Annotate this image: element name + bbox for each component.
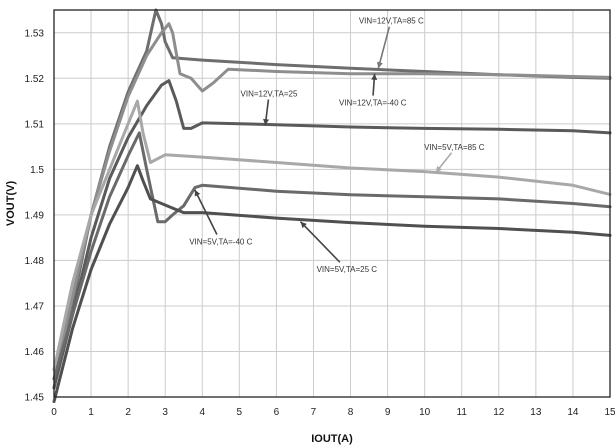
y-tick-label: 1.47 xyxy=(25,301,45,312)
y-tick-labels: 1.45 1.46 1.47 1.48 1.49 1.5 1.51 1.52 1.53 xyxy=(25,28,45,403)
y-tick-label: 1.46 xyxy=(25,347,45,358)
series-lines xyxy=(52,8,612,404)
y-tick-label: 1.49 xyxy=(25,210,45,221)
x-tick-labels: 0 1 2 3 4 5 6 7 8 9 10 11 12 13 14 15 xyxy=(51,407,615,418)
y-tick-label: 1.45 xyxy=(25,393,45,404)
annotation-arrowhead xyxy=(300,221,307,229)
series-line-3 xyxy=(52,79,612,390)
x-tick-label: 7 xyxy=(311,407,317,418)
y-tick-label: 1.5 xyxy=(30,165,44,176)
x-tick-label: 4 xyxy=(199,407,205,418)
x-tick-label: 1 xyxy=(88,407,94,418)
x-axis-title: IOUT(A) xyxy=(311,433,353,445)
annotation-arrow xyxy=(377,26,391,69)
series-line-1 xyxy=(52,8,612,390)
y-tick-label: 1.52 xyxy=(25,74,45,85)
annotations: VIN=12V,TA=85 C VIN=12V,TA=25 VIN=12V,TA=-… xyxy=(189,17,485,275)
x-tick-label: 2 xyxy=(125,407,131,418)
x-tick-label: 11 xyxy=(457,407,468,418)
series-line-6 xyxy=(52,164,612,404)
x-tick-label: 5 xyxy=(237,407,243,418)
y-tick-label: 1.53 xyxy=(25,28,45,39)
annotation-arrowhead xyxy=(371,73,378,80)
series-line-2 xyxy=(52,22,612,381)
x-tick-label: 14 xyxy=(567,407,579,418)
plot-frame xyxy=(53,9,611,398)
annotation-arrow xyxy=(299,221,341,263)
x-tick-label: 9 xyxy=(385,407,391,418)
x-tick-label: 0 xyxy=(51,407,57,418)
annotation-arrow xyxy=(194,189,218,235)
annotation-label: VIN=5V,TA=25 C xyxy=(317,265,378,274)
annotation-arrowhead xyxy=(263,118,269,126)
x-tick-label: 10 xyxy=(419,407,431,418)
x-tick-label: 3 xyxy=(162,407,168,418)
y-tick-label: 1.48 xyxy=(25,256,45,267)
annotation-arrowhead xyxy=(194,189,201,197)
annotation-label: VIN=5V,TA=85 C xyxy=(424,143,485,152)
x-tick-label: 15 xyxy=(604,407,615,418)
annotation-arrowhead xyxy=(376,61,383,69)
x-tick-label: 6 xyxy=(274,407,280,418)
annotation-arrowhead xyxy=(435,165,442,173)
series-line-5 xyxy=(52,131,612,381)
annotation-label: VIN=12V,TA=85 C xyxy=(359,17,424,26)
x-tick-label: 12 xyxy=(493,407,505,418)
series-line-4 xyxy=(52,99,612,372)
x-tick-label: 8 xyxy=(348,407,354,418)
annotation-label: VIN=5V,TA=-40 C xyxy=(189,237,252,246)
y-tick-label: 1.51 xyxy=(25,119,45,130)
annotation-label: VIN=12V,TA=25 xyxy=(241,90,298,99)
x-tick-label: 13 xyxy=(530,407,542,418)
annotation-label: VIN=12V,TA=-40 C xyxy=(339,99,407,108)
y-axis-title: VOUT(V) xyxy=(5,181,17,227)
